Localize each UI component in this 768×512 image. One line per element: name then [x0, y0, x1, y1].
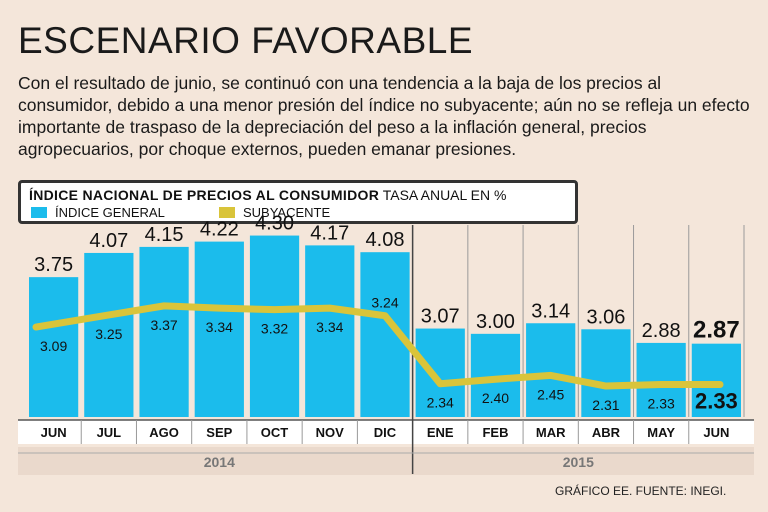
legend-label-core: SUBYACENTE — [243, 205, 331, 220]
line-core — [32, 302, 724, 390]
bar-value-label: 3.14 — [531, 300, 570, 322]
bar-general — [581, 329, 631, 417]
bar-general — [691, 343, 741, 417]
x-tick-label: MAR — [536, 425, 566, 440]
bar-general — [415, 328, 465, 417]
legend-item-core: SUBYACENTE — [219, 205, 330, 220]
bar-general — [249, 235, 300, 417]
legend-title: ÍNDICE NACIONAL DE PRECIOS AL CONSUMIDOR… — [29, 187, 506, 203]
bar-value-label: 4.07 — [89, 230, 128, 252]
line-value-label: 3.09 — [40, 338, 67, 354]
x-tick-label: OCT — [261, 425, 289, 440]
line-value-label: 2.45 — [537, 386, 564, 402]
line-value-label: 2.40 — [482, 390, 509, 406]
legend-swatch-general — [31, 207, 47, 218]
bar-general — [29, 277, 79, 417]
line-value-label: 3.34 — [206, 319, 233, 335]
legend-title-bold: ÍNDICE NACIONAL DE PRECIOS AL CONSUMIDOR — [29, 187, 380, 203]
legend: ÍNDICE NACIONAL DE PRECIOS AL CONSUMIDOR… — [18, 180, 578, 224]
bar-value-label: 4.17 — [310, 222, 349, 244]
chart-description: Con el resultado de junio, se continuó c… — [18, 73, 750, 159]
bar-value-label: 4.08 — [366, 229, 405, 251]
bar-value-label: 3.75 — [34, 254, 73, 276]
x-tick-label: JUL — [97, 425, 122, 440]
x-tick-label: ENE — [427, 425, 454, 440]
line-value-label: 3.34 — [316, 319, 343, 335]
line-value-label: 3.32 — [261, 321, 288, 337]
bar-value-label: 3.00 — [476, 311, 515, 333]
bar-value-label: 3.07 — [421, 306, 460, 328]
bar-value-label: 2.87 — [693, 317, 740, 344]
bar-value-label: 4.22 — [200, 219, 239, 241]
line-value-label: 3.25 — [95, 326, 122, 342]
bar-value-label: 4.30 — [255, 213, 294, 235]
x-tick-label: SEP — [206, 425, 232, 440]
bar-general — [636, 342, 686, 417]
bar-value-label: 3.06 — [586, 306, 625, 328]
source-credit: GRÁFICO EE. FUENTE: INEGI. — [555, 484, 727, 498]
bar-general — [305, 245, 355, 417]
line-value-label: 2.33 — [648, 395, 675, 411]
x-tick-label: JUN — [41, 425, 67, 440]
year-label: 2015 — [563, 454, 594, 470]
line-value-label: 2.33 — [695, 388, 738, 413]
bar-general — [194, 241, 244, 417]
line-value-label: 3.24 — [371, 295, 398, 311]
x-tick-label: MAY — [647, 425, 675, 440]
year-label: 2014 — [204, 454, 235, 470]
year-band — [18, 447, 754, 475]
legend-label-general: ÍNDICE GENERAL — [55, 205, 165, 220]
line-value-label: 2.31 — [592, 397, 619, 413]
line-value-label: 3.37 — [150, 317, 177, 333]
bar-general — [139, 246, 189, 417]
bar-general — [84, 252, 134, 417]
line-value-label: 2.34 — [427, 395, 454, 411]
axis-band — [18, 420, 754, 444]
legend-title-rest: TASA ANUAL EN % — [379, 187, 507, 203]
legend-swatch-core — [219, 207, 235, 218]
x-tick-label: JUN — [703, 425, 729, 440]
legend-item-general: ÍNDICE GENERAL — [31, 205, 165, 220]
bar-value-label: 4.15 — [145, 224, 184, 246]
x-tick-label: FEB — [482, 425, 508, 440]
x-tick-label: NOV — [316, 425, 345, 440]
bar-general — [526, 323, 576, 417]
x-tick-label: DIC — [374, 425, 397, 440]
bar-value-label: 2.88 — [642, 320, 681, 342]
chart-title: ESCENARIO FAVORABLE — [18, 20, 473, 61]
x-tick-label: ABR — [592, 425, 621, 440]
x-tick-label: AGO — [149, 425, 179, 440]
